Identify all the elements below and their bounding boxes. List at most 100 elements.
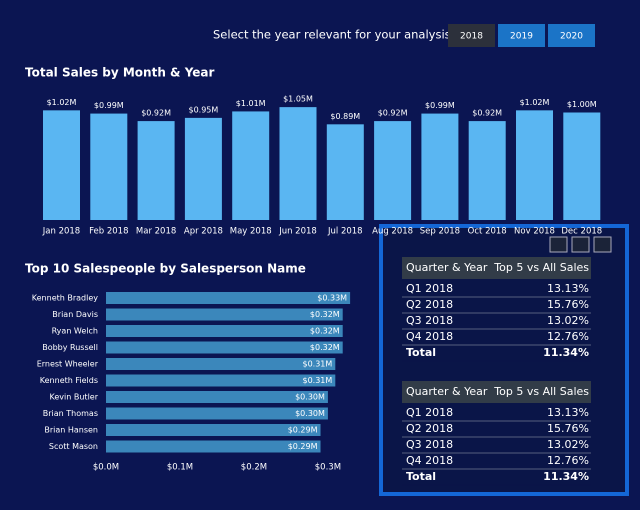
- value-label: $0.32M: [310, 327, 340, 336]
- y-tick-label: Scott Mason: [49, 442, 98, 451]
- bar: [137, 121, 175, 220]
- cell: Q3 2018: [406, 314, 453, 327]
- year-button[interactable]: [448, 24, 495, 47]
- bar: [90, 113, 128, 220]
- x-tick-label: Jan 2018: [42, 227, 80, 237]
- cell: 13.02%: [547, 438, 589, 451]
- cell: 13.13%: [547, 406, 589, 419]
- x-tick-label: Sep 2018: [420, 227, 460, 237]
- year-button[interactable]: [498, 24, 545, 47]
- bar: [374, 121, 412, 220]
- year-label: 2020: [560, 32, 583, 42]
- cell: Q1 2018: [406, 406, 453, 419]
- bar: [184, 117, 222, 220]
- cell: 12.76%: [547, 454, 589, 467]
- value-label: $0.92M: [141, 109, 171, 118]
- bar: [43, 110, 80, 220]
- year-label: 2019: [510, 32, 533, 42]
- value-label: $1.00M: [567, 100, 597, 109]
- x-tick-label: $0.1M: [167, 463, 193, 473]
- value-label: $0.30M: [295, 409, 325, 418]
- bar: [106, 325, 343, 337]
- value-label: $1.01M: [236, 99, 266, 108]
- cell: Q2 2018: [406, 422, 453, 435]
- cell: 11.34%: [543, 346, 589, 359]
- bar: [106, 341, 343, 354]
- x-tick-label: May 2018: [230, 227, 272, 237]
- value-label: $0.89M: [330, 112, 360, 121]
- bar: [106, 391, 328, 403]
- y-tick-label: Brian Davis: [52, 310, 98, 319]
- value-label: $0.32M: [310, 310, 340, 319]
- bar: [106, 424, 321, 436]
- focus-icon[interactable]: [571, 236, 590, 253]
- cell: 15.76%: [547, 422, 589, 435]
- y-tick-label: Brian Hansen: [44, 426, 98, 435]
- y-tick-label: Brian Thomas: [43, 409, 98, 418]
- y-tick-label: Ryan Welch: [52, 327, 98, 336]
- value-label: $0.92M: [472, 109, 502, 118]
- cell: Q1 2018: [406, 282, 453, 295]
- column-header: Top 5 vs All Sales: [493, 385, 589, 398]
- table-header: [402, 381, 591, 403]
- x-tick-label: Nov 2018: [514, 227, 555, 237]
- value-label: $1.02M: [520, 98, 550, 107]
- bar: [326, 124, 364, 220]
- value-label: $0.32M: [310, 343, 340, 352]
- value-label: $0.95M: [188, 105, 218, 114]
- chart-title: Total Sales by Month & Year: [25, 66, 215, 80]
- bar: [106, 407, 328, 420]
- x-tick-label: Jun 2018: [278, 227, 317, 237]
- y-tick-label: Kevin Butler: [50, 393, 99, 402]
- more-icon[interactable]: [593, 236, 612, 253]
- year-label: 2018: [460, 32, 483, 42]
- column-header: Quarter & Year: [406, 261, 488, 274]
- bar: [106, 358, 336, 370]
- cell: 15.76%: [547, 298, 589, 311]
- y-tick-label: Kenneth Bradley: [32, 294, 98, 303]
- cell: 11.34%: [543, 470, 589, 483]
- value-label: $0.29M: [288, 442, 318, 451]
- x-tick-label: $0.0M: [93, 463, 119, 473]
- value-label: $0.92M: [378, 109, 408, 118]
- value-label: $0.31M: [302, 360, 332, 369]
- bar: [516, 110, 553, 220]
- x-tick-label: Apr 2018: [184, 227, 223, 237]
- value-label: $0.30M: [295, 393, 325, 402]
- table-header: [402, 257, 591, 279]
- chart-title: Top 10 Salespeople by Salesperson Name: [25, 262, 306, 276]
- cell: Q4 2018: [406, 330, 453, 343]
- column-header: Top 5 vs All Sales: [493, 261, 589, 274]
- value-label: $0.99M: [425, 101, 455, 110]
- column-header: Quarter & Year: [406, 385, 488, 398]
- value-label: $0.31M: [302, 376, 332, 385]
- bar: [279, 107, 317, 220]
- y-tick-label: Ernest Wheeler: [37, 360, 99, 369]
- x-tick-label: $0.2M: [241, 463, 267, 473]
- cell: Q2 2018: [406, 298, 453, 311]
- x-tick-label: Feb 2018: [89, 227, 128, 237]
- cell: 12.76%: [547, 330, 589, 343]
- value-label: $0.99M: [94, 101, 124, 110]
- x-tick-label: $0.3M: [315, 463, 341, 473]
- cell: 13.02%: [547, 314, 589, 327]
- bar: [232, 111, 270, 220]
- bar: [468, 121, 506, 220]
- cell: Q4 2018: [406, 454, 453, 467]
- value-label: $0.29M: [288, 426, 318, 435]
- bar: [421, 113, 459, 220]
- y-tick-label: Kenneth Fields: [40, 376, 98, 385]
- cell: Total: [406, 346, 436, 359]
- value-label: $0.33M: [317, 294, 347, 303]
- filter-icon[interactable]: [549, 236, 568, 253]
- bar: [106, 440, 321, 453]
- x-tick-label: Aug 2018: [372, 227, 413, 237]
- x-tick-label: Jul 2018: [327, 227, 363, 237]
- bar: [106, 292, 351, 304]
- x-tick-label: Dec 2018: [561, 227, 602, 237]
- value-label: $1.02M: [47, 98, 77, 107]
- year-button[interactable]: [548, 24, 595, 47]
- x-tick-label: Oct 2018: [468, 227, 507, 237]
- cell: Q3 2018: [406, 438, 453, 451]
